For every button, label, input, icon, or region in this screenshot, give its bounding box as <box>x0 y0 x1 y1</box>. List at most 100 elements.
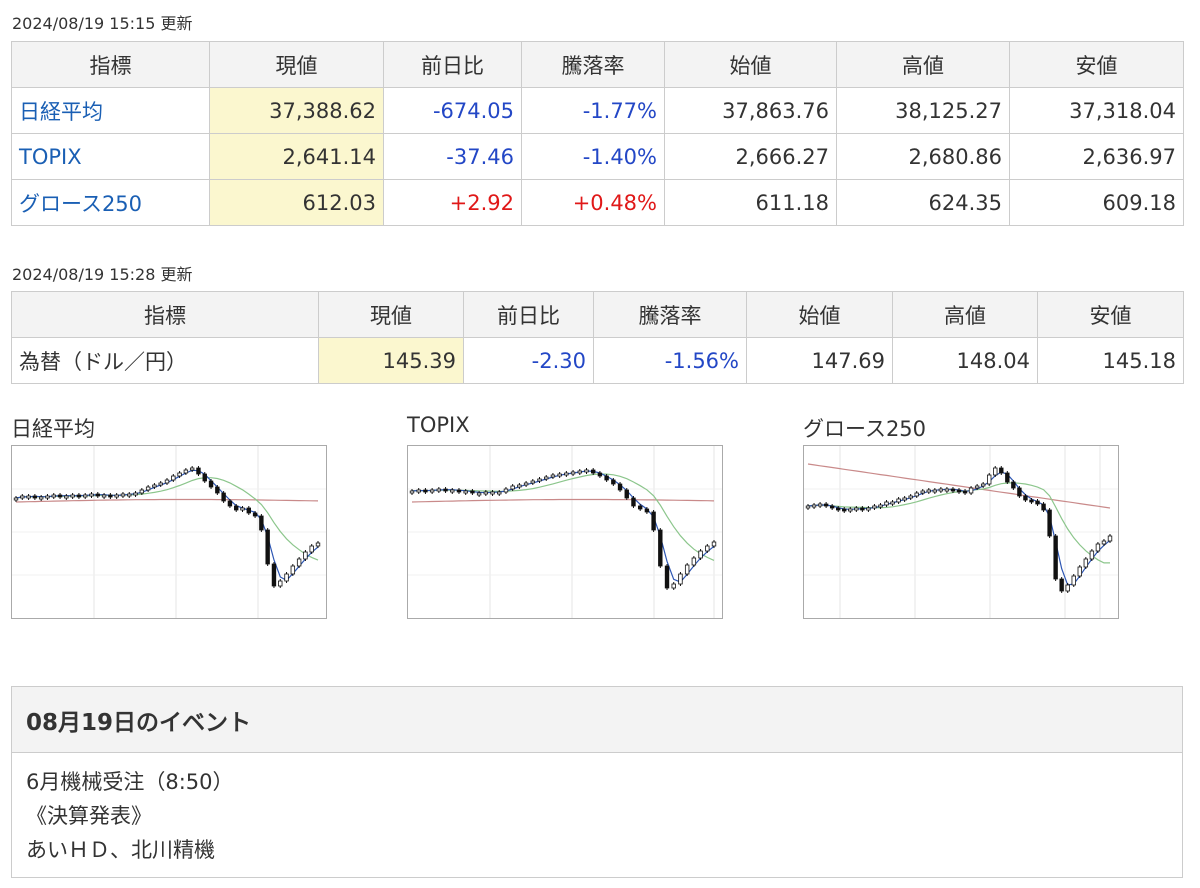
index-name-cell: 日経平均 <box>11 87 210 134</box>
candle-body <box>202 473 207 482</box>
candle-body <box>463 490 468 494</box>
candle-body <box>57 494 63 498</box>
change-value: +2.92 <box>383 179 522 226</box>
growth250-link[interactable]: グロース250 <box>19 191 143 216</box>
candle-body <box>611 479 616 485</box>
candle-body <box>999 467 1004 474</box>
moving-average-long <box>807 463 1111 509</box>
candlestick-chart-growth250 <box>804 446 1118 618</box>
table-row: グロース250 612.03 +2.92 +0.48% 611.18 624.3… <box>11 179 1184 226</box>
candle-body <box>189 467 195 471</box>
candle-body <box>470 490 475 494</box>
candle-body <box>805 505 811 509</box>
candle-body <box>896 498 901 503</box>
candle-body <box>993 467 998 476</box>
chart-nikkei[interactable] <box>11 445 327 619</box>
current-value: 37,388.62 <box>209 87 384 134</box>
candle-body <box>1023 495 1028 501</box>
candle-body <box>296 558 302 567</box>
stocks-updated-timestamp: 2024/08/19 15:15 更新 <box>12 14 193 33</box>
events-body: 6月機械受注（8:50） 《決算発表》 あいＨＤ、北川精機 <box>12 753 1182 879</box>
open-value: 147.69 <box>746 337 893 384</box>
candle-body <box>139 489 145 494</box>
candle-body <box>177 472 182 477</box>
index-name-cell: グロース250 <box>11 179 210 226</box>
candle-body <box>303 551 308 560</box>
high-value: 38,125.27 <box>836 87 1010 134</box>
candle-body <box>120 493 126 497</box>
candle-body <box>76 494 82 498</box>
candle-body <box>530 480 535 484</box>
candle-body <box>1089 550 1095 560</box>
moving-average-long <box>15 498 319 503</box>
candle-body <box>517 484 522 488</box>
col-header-rate: 騰落率 <box>521 41 665 88</box>
table-row: 日経平均 37,388.62 -674.05 -1.77% 37,863.76 … <box>11 87 1184 134</box>
candle-body <box>590 469 596 474</box>
candle-body <box>624 489 629 499</box>
candle-body <box>684 564 690 575</box>
low-value: 609.18 <box>1009 179 1184 226</box>
candle-body <box>101 494 107 498</box>
col-header-high: 高値 <box>892 291 1038 338</box>
candle-body <box>227 500 233 507</box>
candle-body <box>651 511 656 531</box>
candle-body <box>584 469 589 473</box>
candle-body <box>290 565 296 575</box>
nikkei-link[interactable]: 日経平均 <box>19 99 103 124</box>
events-title: 08月19日のイベント <box>12 687 1182 753</box>
candle-body <box>1059 578 1064 592</box>
candle-body <box>265 529 270 565</box>
candle-body <box>866 507 871 511</box>
col-header-change: 前日比 <box>383 41 522 88</box>
stock-index-table: 指標 現値 前日比 騰落率 始値 高値 安値 日経平均 37,388.62 -6… <box>11 41 1184 226</box>
candle-body <box>577 470 582 474</box>
candle-body <box>1047 509 1052 537</box>
candle-body <box>956 489 962 493</box>
candle-body <box>711 541 717 547</box>
candle-body <box>64 495 69 499</box>
change-value: -37.46 <box>383 133 522 180</box>
fx-name: 為替（ドル／円） <box>11 337 319 384</box>
candle-body <box>691 557 697 566</box>
candle-body <box>490 491 495 495</box>
candle-body <box>1083 558 1089 568</box>
open-value: 2,666.27 <box>664 133 837 180</box>
candle-body <box>811 504 817 508</box>
candle-body <box>878 504 883 508</box>
chart-growth250[interactable] <box>803 445 1119 619</box>
candle-body <box>908 495 913 499</box>
candle-body <box>705 545 710 552</box>
candle-body <box>278 580 283 587</box>
col-header-current: 現値 <box>318 291 464 338</box>
candle-body <box>1101 540 1107 545</box>
candle-body <box>604 475 609 481</box>
candle-body <box>315 542 321 547</box>
candle-body <box>252 512 258 517</box>
rate-value: -1.40% <box>521 133 665 180</box>
candle-body <box>246 507 251 514</box>
col-header-low: 安値 <box>1037 291 1184 338</box>
candle-body <box>523 482 529 486</box>
candle-body <box>817 503 823 507</box>
candle-body <box>829 505 835 509</box>
fx-table: 指標 現値 前日比 騰落率 始値 高値 安値 為替（ドル／円） 145.39 -… <box>11 291 1184 384</box>
chart-title-topix: TOPIX <box>407 413 470 437</box>
candle-body <box>617 483 623 491</box>
candle-body <box>678 573 683 585</box>
candle-body <box>968 487 974 494</box>
candle-body <box>497 491 502 495</box>
low-value: 37,318.04 <box>1009 87 1184 134</box>
col-header-change: 前日比 <box>463 291 594 338</box>
candle-body <box>234 505 239 511</box>
candle-body <box>631 497 636 507</box>
topix-link[interactable]: TOPIX <box>19 144 82 169</box>
rate-value: -1.77% <box>521 87 665 134</box>
candle-body <box>637 505 643 510</box>
candle-body <box>1041 503 1046 511</box>
candle-body <box>503 488 509 493</box>
candle-body <box>872 505 877 509</box>
chart-topix[interactable] <box>407 445 723 619</box>
col-header-low: 安値 <box>1009 41 1184 88</box>
candle-body <box>1005 472 1010 483</box>
